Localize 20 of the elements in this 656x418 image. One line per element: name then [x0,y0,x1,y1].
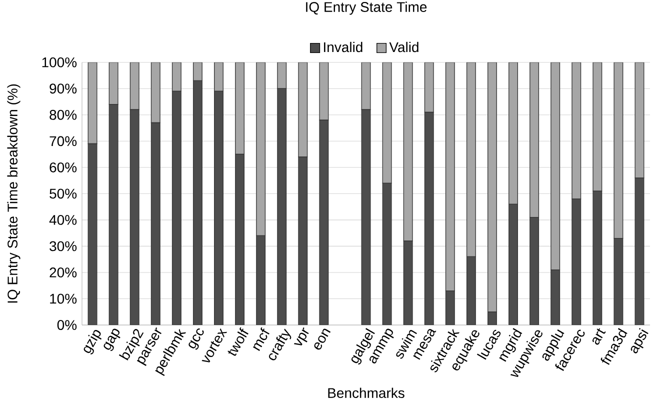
y-axis-title: IQ Entry State Time breakdown (%) [7,84,20,303]
y-tick-label: 70% [50,136,77,146]
y-tick-label: 40% [49,214,77,225]
legend-label: Valid [389,42,418,52]
legend-label: Invalid [324,42,362,52]
x-tick-label: eon [314,328,331,350]
y-tick-label: 100% [42,57,77,68]
x-tick-label: gcc [188,328,204,350]
y-tick-label: 60% [50,162,77,172]
y-tick-label: 20% [50,268,77,278]
y-tick-label: 10% [50,294,77,304]
x-tick-label: vpr [294,327,309,346]
y-tick-label: 30% [50,241,77,252]
y-tick-label: 80% [50,110,77,120]
x-axis-title: Benchmarks [328,388,404,398]
y-tick-label: 90% [50,84,77,94]
y-tick-label: 0% [57,320,77,330]
chart-title: IQ Entry State Time [306,2,427,15]
y-tick-label: 50% [50,188,77,199]
x-tick-label: gap [104,328,120,352]
